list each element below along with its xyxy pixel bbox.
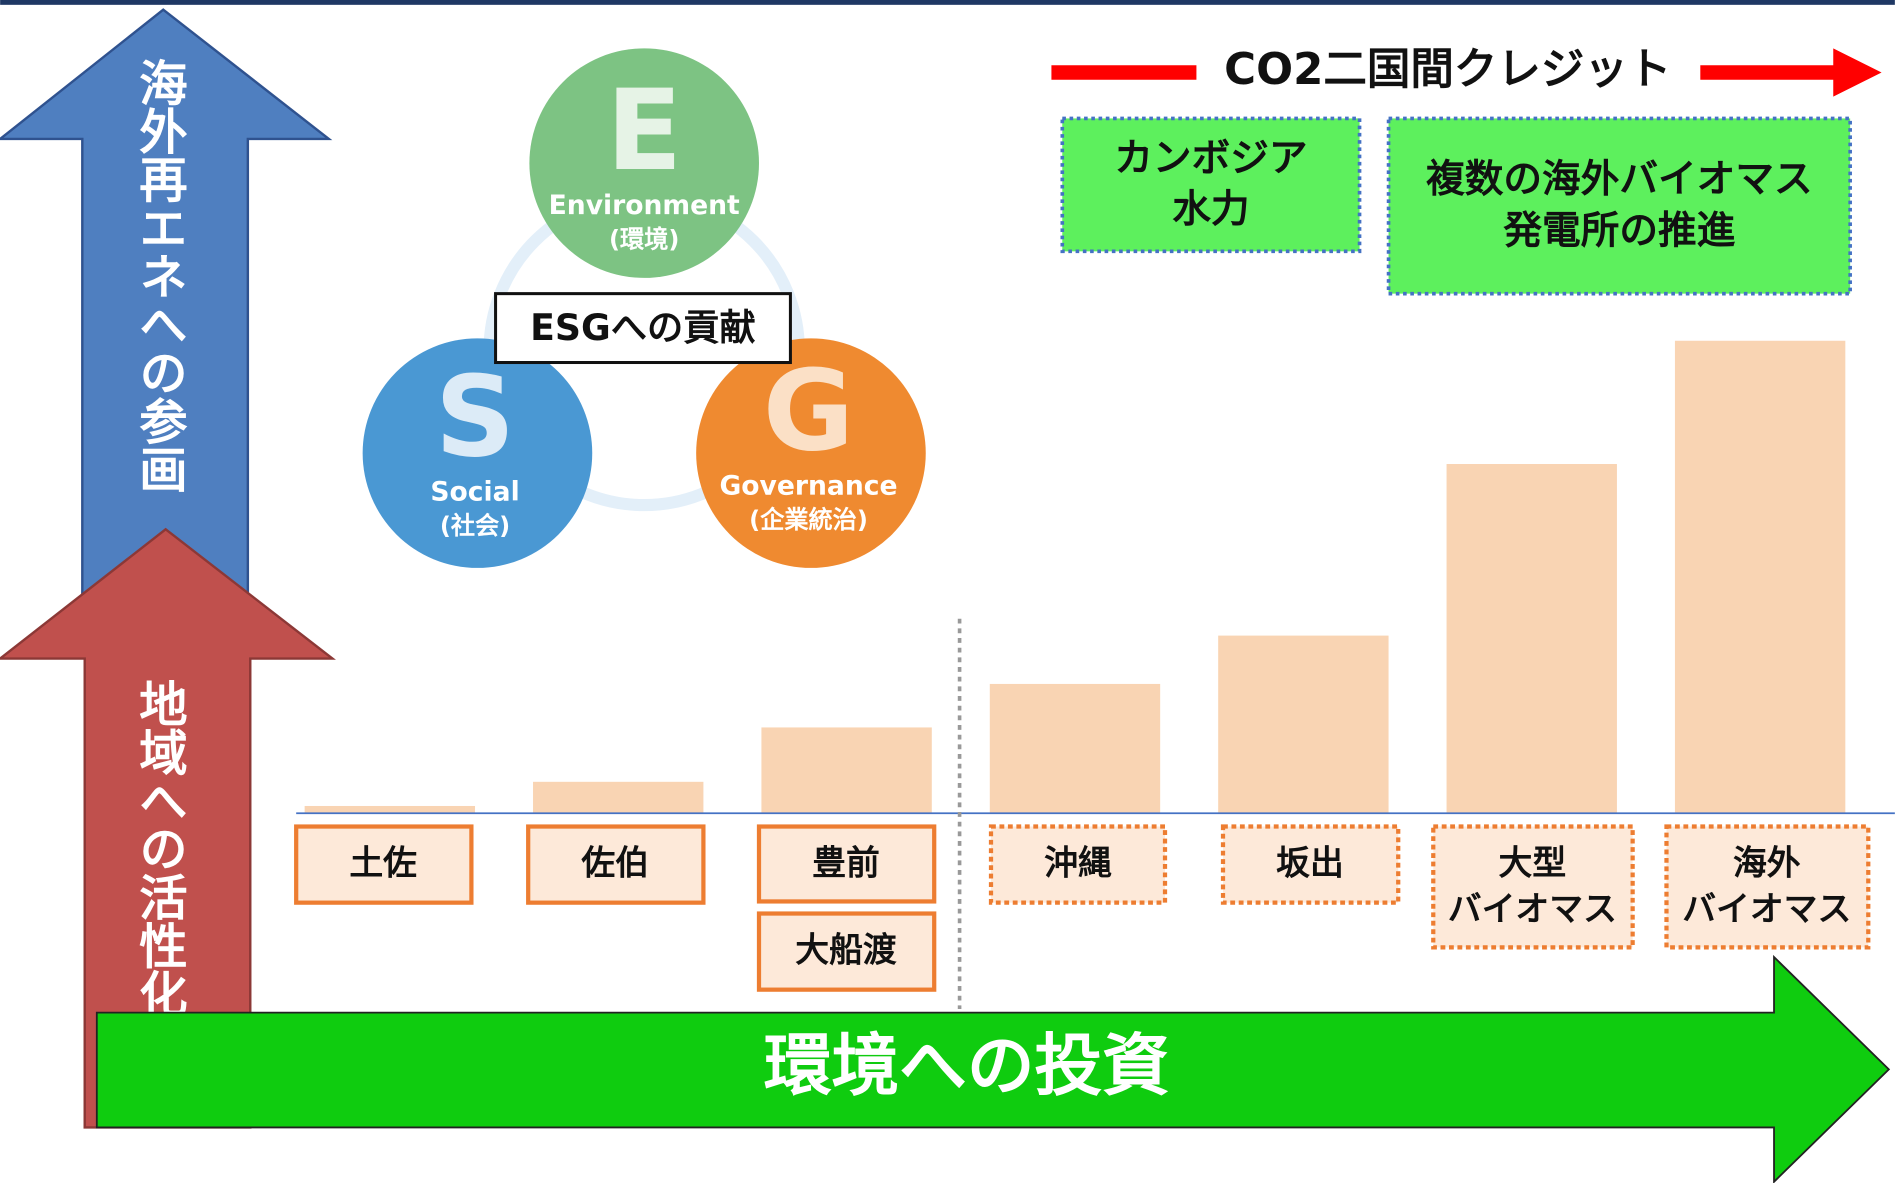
esg-sub: (社会) [440,512,510,540]
esg-title-box [494,292,792,365]
site-box [1664,824,1871,950]
site-box [1431,824,1635,950]
site-boxes [294,824,1871,992]
site-label: 海外 [1733,844,1801,883]
site-label: 大型 [1499,844,1567,883]
site-label: 佐伯 [580,844,649,883]
site-box [756,824,937,904]
esg-circle [362,338,593,568]
project-box [1386,116,1852,296]
site-box [294,824,474,905]
red-arrow-label: 地域への活性化 [130,679,187,1018]
site-label: 土佐 [349,844,417,883]
blue-arrow-label: 海外再エネへの参画 [130,58,187,494]
project-label: 水力 [1172,187,1249,232]
esg-sub: (企業統治) [749,506,868,534]
esg-circle [529,48,759,278]
bar [1218,635,1389,814]
esg-letter: G [763,348,854,477]
site-label: バイオマス [1448,890,1617,929]
bar [1446,464,1617,814]
esg-title: ESGへの貢献 [530,306,756,349]
site-box [1220,824,1401,905]
project-box [1060,116,1362,254]
bar [989,683,1161,814]
bars [304,340,1846,814]
site-box [526,824,706,905]
bar [533,781,704,814]
top-rule [0,0,1895,5]
project-label: カンボジア [1114,136,1307,181]
esg-sub: (環境) [609,225,679,253]
site-label: 坂出 [1276,844,1344,883]
site-box [988,824,1168,905]
credit-arrowhead [1833,48,1882,97]
bar [761,727,932,814]
site-label: 大船渡 [795,931,897,970]
esg-name: Social [430,477,519,508]
green-arrow [95,954,1891,1183]
bar [1674,340,1846,814]
bar [304,805,476,814]
site-label: 沖縄 [1044,844,1112,883]
esg-letter: E [606,67,682,196]
site-box [756,911,937,992]
esg-letter: S [435,354,515,483]
esg-name: Governance [719,470,897,501]
esg-circle [696,338,926,568]
esg-name: Environment [549,190,740,221]
site-label: バイオマス [1682,890,1851,929]
project-label: 複数の海外バイオマス [1426,157,1813,202]
site-label: 豊前 [812,844,880,883]
green-arrow-label: 環境への投資 [764,1026,1170,1105]
project-label: 発電所の推進 [1503,209,1735,254]
credit-label: CO2二国間クレジット [1224,45,1671,95]
